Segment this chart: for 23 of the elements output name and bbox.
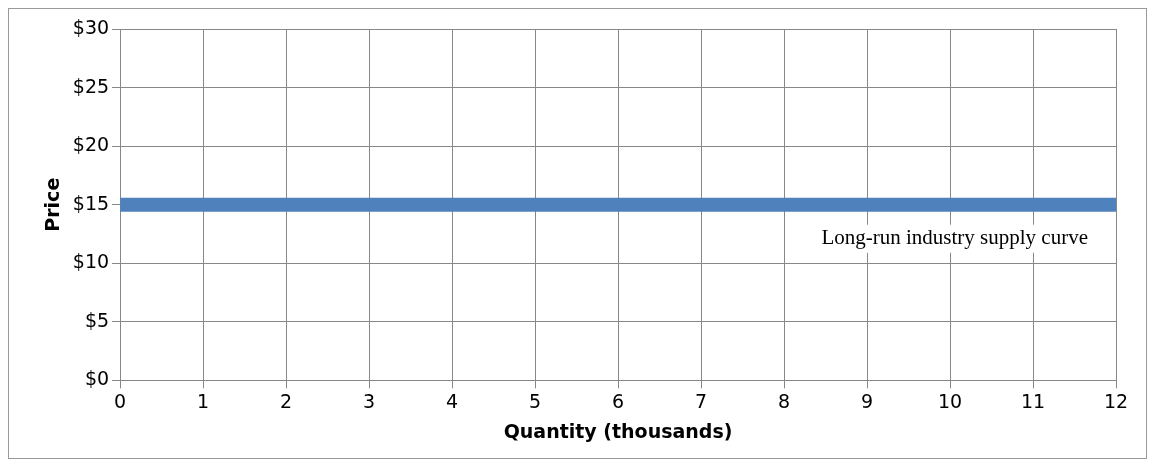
y-tick-label: $10 [72, 250, 110, 273]
x-tick-label: 12 [1103, 389, 1129, 412]
y-tick-label: $25 [72, 74, 110, 97]
x-tick-label: 0 [114, 389, 127, 412]
x-tick-label: 10 [937, 389, 963, 412]
x-tick-label: 6 [611, 389, 625, 412]
x-tick-label: 1 [197, 389, 210, 412]
x-tick-label: 9 [860, 389, 874, 412]
series-label: Long-run industry supply curve [821, 225, 1088, 250]
y-tick-label: $5 [84, 308, 110, 331]
x-tick-label: 11 [1020, 389, 1046, 412]
x-axis-title: Quantity (thousands) [503, 419, 733, 442]
x-tick-label: 4 [446, 389, 459, 412]
x-tick-label: 3 [363, 389, 376, 412]
y-axis-title: Price [41, 177, 64, 232]
x-tick-label: 8 [777, 389, 791, 412]
x-tick-label: 7 [694, 389, 708, 412]
x-tick-label: 5 [528, 389, 542, 412]
y-tick-label: $30 [72, 15, 110, 38]
y-tick-label: $0 [84, 367, 110, 390]
y-tick-label: $15 [72, 191, 110, 214]
x-tick-label: 2 [280, 389, 293, 412]
y-tick-label: $20 [72, 133, 110, 156]
